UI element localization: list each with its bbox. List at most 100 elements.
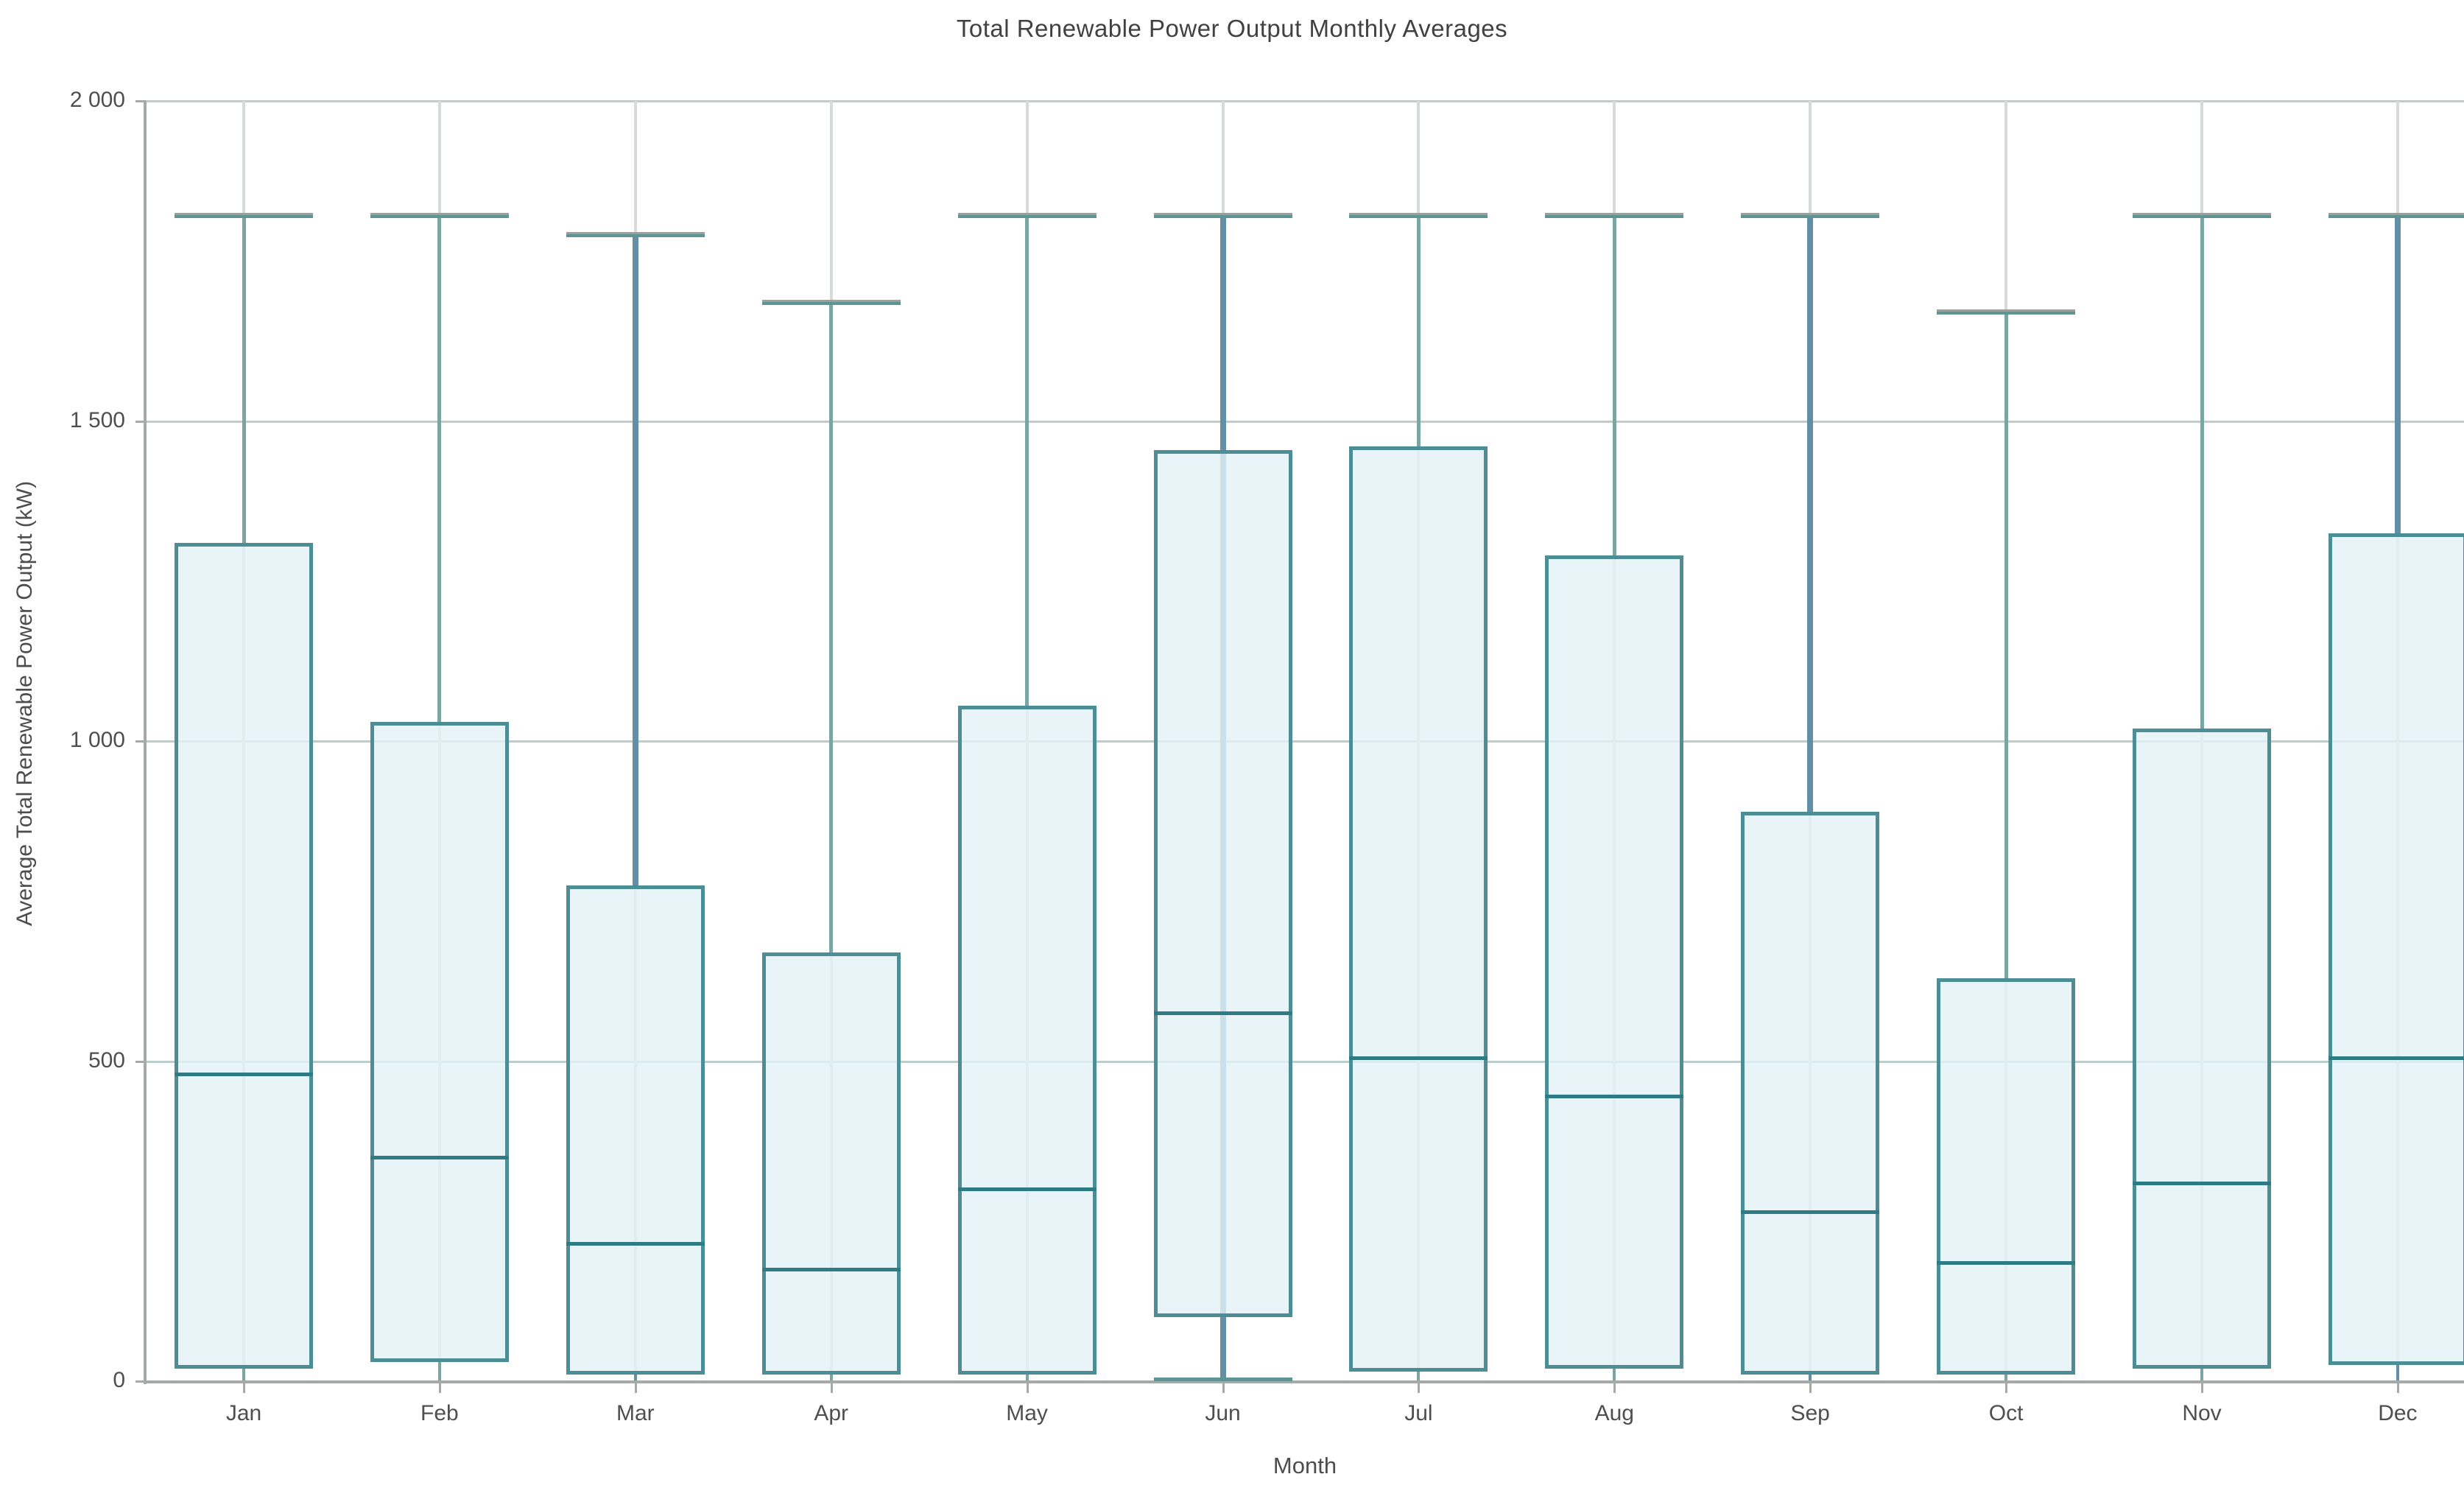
whisker-lower-aug [1613, 1368, 1616, 1381]
median-line-dec [2328, 1056, 2464, 1061]
whisker-lower-jul [1417, 1371, 1421, 1381]
y-tick-label: 2 000 [69, 88, 125, 112]
whisker-upper-feb [437, 216, 442, 722]
whisker-high-cap-feb [370, 213, 509, 219]
gridline-y [146, 420, 2464, 423]
x-axis-title: Month [1273, 1453, 1337, 1478]
median-line-oct [1937, 1261, 2076, 1266]
x-tick-mark [2005, 1381, 2008, 1393]
box-feb [370, 721, 509, 1362]
x-tick-label-oct: Oct [1988, 1401, 2024, 1425]
whisker-high-cap-nov [2133, 213, 2271, 219]
whisker-high-cap-may [957, 213, 1097, 219]
box-mar [566, 885, 705, 1375]
box-apr [761, 952, 901, 1375]
whisker-lower-mar [633, 1375, 637, 1381]
whisker-high-cap-jan [175, 213, 313, 219]
gridline-y [146, 1060, 2464, 1063]
y-tick-mark [135, 420, 146, 423]
whisker-upper-oct [2004, 312, 2008, 978]
x-tick-mark [2396, 1381, 2399, 1393]
x-tick-mark [243, 1381, 245, 1393]
x-tick-label-dec: Dec [2378, 1401, 2418, 1425]
whisker-high-cap-jul [1349, 213, 1488, 219]
box-oct [1937, 978, 2076, 1375]
x-tick-label-jul: Jul [1404, 1401, 1433, 1425]
y-tick-mark [135, 100, 146, 102]
x-tick-mark [634, 1381, 637, 1393]
x-tick-mark [1418, 1381, 1421, 1393]
whisker-high-cap-mar [566, 232, 705, 238]
x-tick-mark [1613, 1381, 1616, 1393]
whisker-upper-jul [1416, 216, 1421, 447]
median-line-jul [1349, 1056, 1488, 1061]
whisker-upper-may [1025, 216, 1029, 706]
y-axis-line [144, 101, 147, 1384]
whisker-upper-dec [2394, 216, 2401, 533]
whisker-upper-mar [632, 235, 638, 885]
x-tick-label-apr: Apr [814, 1401, 849, 1425]
chart-title: Total Renewable Power Output Monthly Ave… [956, 15, 1508, 42]
median-line-may [957, 1187, 1097, 1192]
x-tick-label-aug: Aug [1594, 1401, 1634, 1425]
y-tick-label: 500 [88, 1047, 125, 1073]
whisker-upper-sep [1807, 216, 1814, 812]
x-tick-label-jun: Jun [1205, 1401, 1241, 1425]
x-tick-mark [830, 1381, 833, 1393]
x-tick-label-nov: Nov [2182, 1401, 2222, 1425]
box-may [957, 706, 1097, 1375]
box-dec [2328, 533, 2464, 1366]
y-tick-mark [135, 1060, 146, 1063]
x-tick-label-sep: Sep [1790, 1401, 1830, 1425]
whisker-high-cap-dec [2328, 213, 2464, 219]
median-line-jun [1153, 1011, 1292, 1016]
whisker-lower-feb [437, 1361, 441, 1381]
median-line-apr [761, 1267, 901, 1271]
median-line-sep [1741, 1210, 1880, 1214]
whisker-lower-dec [2396, 1365, 2399, 1381]
median-line-aug [1545, 1095, 1684, 1099]
median-line-nov [2133, 1181, 2271, 1185]
y-tick-label: 1 500 [69, 407, 125, 432]
x-axis-line [146, 1380, 2464, 1383]
whisker-high-cap-jun [1153, 213, 1292, 219]
whisker-lower-may [1025, 1375, 1029, 1381]
x-tick-mark [1222, 1381, 1225, 1393]
whisker-upper-apr [829, 302, 834, 952]
whisker-low-cap-jun [1153, 1378, 1292, 1381]
x-tick-mark [1809, 1381, 1812, 1393]
whisker-upper-nov [2200, 216, 2204, 729]
x-tick-mark [2201, 1381, 2203, 1393]
whisker-lower-nov [2200, 1368, 2203, 1381]
median-line-mar [566, 1242, 705, 1246]
y-tick-label: 0 [113, 1368, 125, 1392]
x-tick-label-may: May [1006, 1401, 1048, 1425]
whisker-lower-oct [2004, 1375, 2008, 1381]
whisker-high-cap-sep [1741, 213, 1880, 219]
x-tick-label-feb: Feb [420, 1401, 459, 1425]
box-jan [175, 542, 313, 1369]
whisker-high-cap-aug [1545, 213, 1684, 219]
x-tick-mark [438, 1381, 441, 1393]
whisker-lower-jan [242, 1368, 245, 1381]
gridline-y [146, 740, 2464, 743]
x-tick-label-mar: Mar [616, 1401, 655, 1425]
x-tick-mark [1026, 1381, 1029, 1393]
whisker-upper-aug [1612, 216, 1616, 555]
median-line-jan [175, 1072, 313, 1076]
whisker-upper-jan [242, 216, 246, 543]
y-tick-mark [135, 740, 146, 743]
y-tick-mark [135, 1380, 146, 1383]
box-aug [1545, 555, 1684, 1369]
box-jul [1349, 446, 1488, 1372]
whisker-lower-apr [829, 1375, 833, 1381]
box-sep [1741, 811, 1880, 1375]
box-nov [2133, 728, 2271, 1369]
box-jun [1153, 449, 1292, 1318]
gridline-y [146, 100, 2464, 102]
whisker-lower-sep [1809, 1375, 1812, 1381]
median-line-feb [370, 1155, 509, 1159]
x-tick-label-jan: Jan [225, 1401, 262, 1425]
whisker-high-cap-apr [761, 299, 901, 305]
